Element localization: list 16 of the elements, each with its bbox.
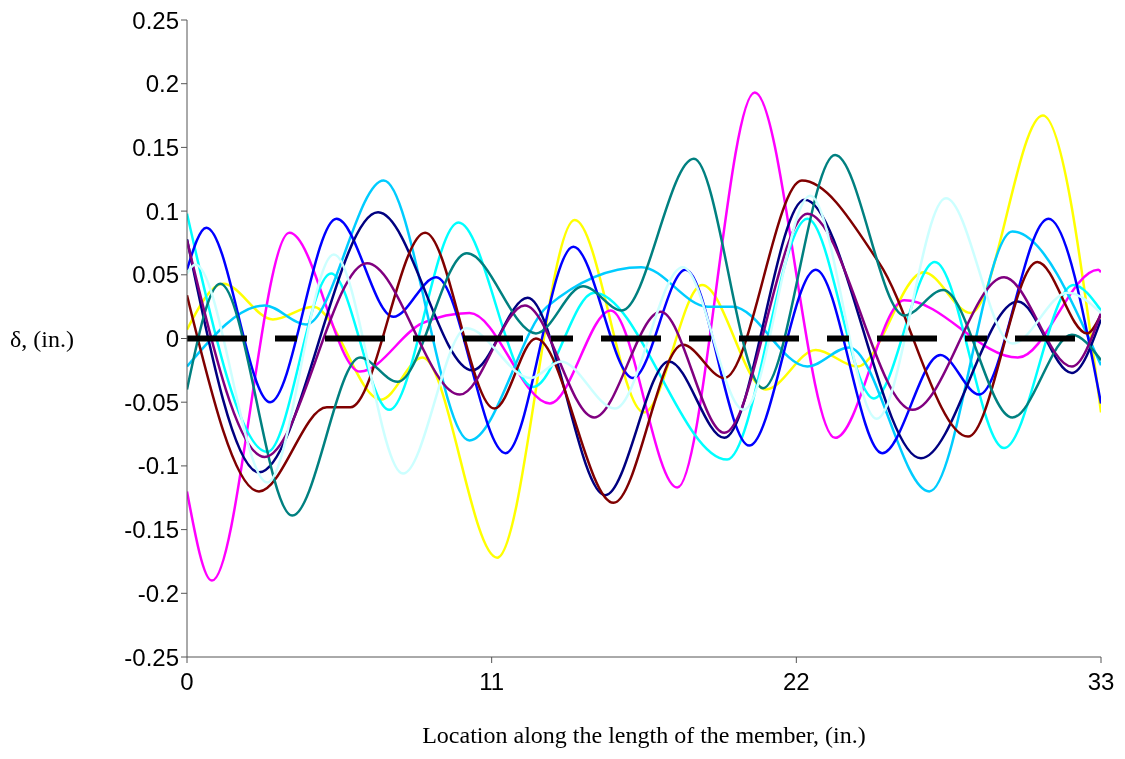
y-tick-label: 0: [165, 325, 179, 353]
y-tick-label: 0.25: [132, 6, 179, 34]
y-tick-label: -0.15: [124, 516, 179, 544]
y-axis-title: δ, (in.): [10, 326, 74, 353]
y-tick-label: 0.15: [132, 133, 179, 161]
y-tick-label: 0.1: [145, 197, 179, 225]
y-tick-label: -0.05: [124, 388, 179, 416]
y-tick-label: 0.2: [145, 70, 179, 98]
y-tick-label: -0.25: [124, 643, 179, 671]
x-tick-label: 22: [782, 668, 810, 696]
y-tick-label: -0.2: [137, 579, 179, 607]
x-axis-title: Location along the length of the member, (in.): [422, 722, 866, 748]
x-tick-label: 11: [479, 668, 505, 696]
y-tick-label: 0.05: [132, 261, 179, 289]
x-tick-label: 33: [1087, 668, 1115, 696]
y-tick-label: -0.1: [137, 452, 179, 480]
